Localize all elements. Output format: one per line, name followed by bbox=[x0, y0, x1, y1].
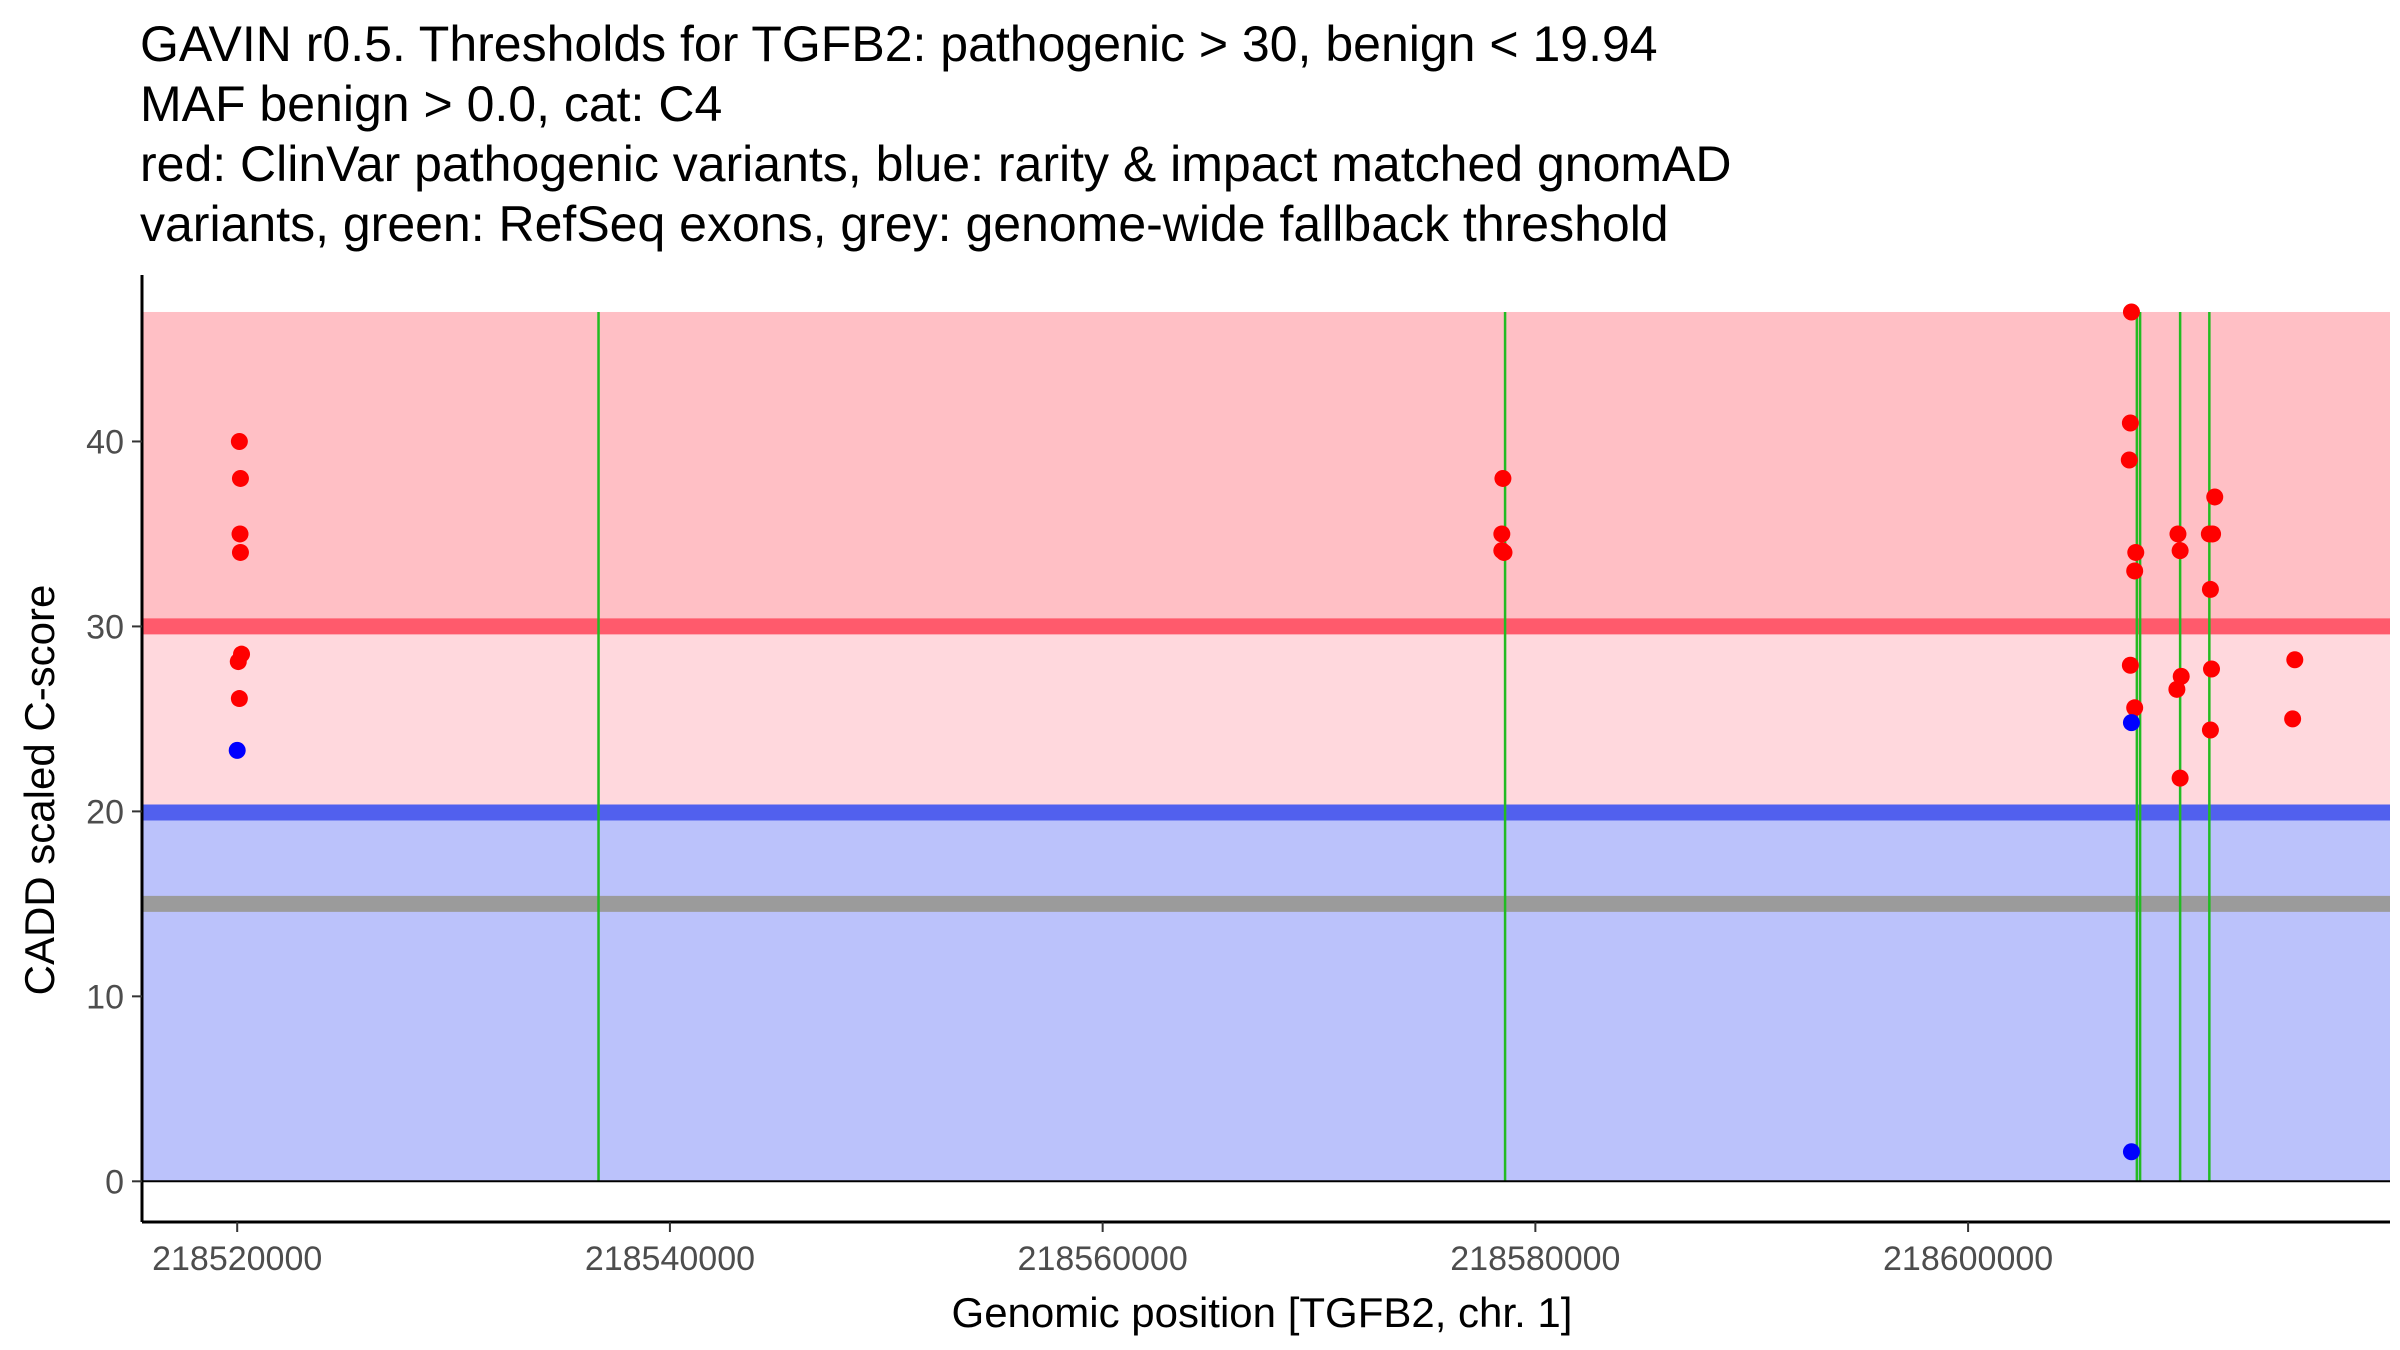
clinvar-point-8 bbox=[1494, 469, 1512, 487]
gnomad-point-2 bbox=[2122, 714, 2140, 732]
y-tick-label-10: 10 bbox=[86, 978, 124, 1016]
axes: 0 10 20 30 40 218520000 218540000 218560000 2185… bbox=[86, 275, 2390, 1278]
x-tick-label-218520000: 218520000 bbox=[152, 1240, 322, 1278]
clinvar-point-7 bbox=[230, 690, 248, 708]
clinvar-point-30 bbox=[2286, 651, 2304, 669]
pathogenic-zone-high bbox=[142, 311, 2390, 627]
clinvar-point-27 bbox=[2201, 580, 2219, 598]
gnomad-point-3 bbox=[2122, 1143, 2140, 1161]
clinvar-point-17 bbox=[2121, 656, 2139, 674]
benign-zone bbox=[142, 812, 2390, 1182]
clinvar-point-24 bbox=[2206, 488, 2224, 506]
clinvar-point-14 bbox=[2120, 451, 2138, 469]
y-tick-label-20: 20 bbox=[86, 793, 124, 831]
clinvar-point-3 bbox=[231, 525, 249, 543]
x-tick-label-218540000: 218540000 bbox=[585, 1240, 755, 1278]
clinvar-point-19 bbox=[2169, 525, 2187, 543]
x-axis-label: Genomic position [TGFB2, chr. 1] bbox=[952, 1289, 1573, 1336]
y-axis-label: CADD scaled C-score bbox=[16, 585, 63, 996]
clinvar-point-21 bbox=[2172, 667, 2190, 685]
y-tick-label-40: 40 bbox=[86, 423, 124, 461]
clinvar-point-23 bbox=[2171, 769, 2189, 787]
x-tick-label-218580000: 218580000 bbox=[1450, 1240, 1620, 1278]
clinvar-point-4 bbox=[231, 543, 249, 561]
x-tick-label-218600000: 218600000 bbox=[1883, 1240, 2053, 1278]
clinvar-point-20 bbox=[2171, 542, 2189, 560]
threshold-zones bbox=[142, 311, 2390, 1182]
title-line-3: red: ClinVar pathogenic variants, blue: … bbox=[140, 136, 1732, 192]
clinvar-point-6 bbox=[229, 653, 247, 671]
title-line-2: MAF benign > 0.0, cat: C4 bbox=[140, 76, 723, 132]
clinvar-point-2 bbox=[231, 469, 249, 487]
clinvar-point-13 bbox=[2121, 414, 2139, 432]
chart-title: GAVIN r0.5. Thresholds for TGFB2: pathog… bbox=[140, 14, 1731, 254]
clinvar-point-12 bbox=[2122, 303, 2140, 321]
clinvar-point-28 bbox=[2203, 660, 2221, 678]
clinvar-point-29 bbox=[2201, 721, 2219, 739]
exon-lines bbox=[597, 311, 2211, 1182]
clinvar-point-16 bbox=[2126, 562, 2144, 580]
clinvar-point-26 bbox=[2204, 525, 2222, 543]
pathogenic-zone-mid bbox=[142, 626, 2390, 813]
title-line-1: GAVIN r0.5. Thresholds for TGFB2: pathog… bbox=[140, 16, 1658, 72]
clinvar-point-22 bbox=[2168, 680, 2186, 698]
threshold-lines bbox=[142, 618, 2390, 912]
clinvar-point-11 bbox=[1495, 543, 1513, 561]
clinvar-point-18 bbox=[2126, 699, 2144, 717]
variant-points bbox=[228, 303, 2304, 1161]
clinvar-point-1 bbox=[230, 432, 248, 450]
clinvar-point-31 bbox=[2284, 710, 2302, 728]
clinvar-point-9 bbox=[1493, 525, 1511, 543]
clinvar-point-15 bbox=[2127, 543, 2145, 561]
y-tick-label-30: 30 bbox=[86, 608, 124, 646]
title-line-4: variants, green: RefSeq exons, grey: gen… bbox=[140, 196, 1669, 252]
y-tick-label-0: 0 bbox=[105, 1163, 124, 1201]
gnomad-point-1 bbox=[228, 741, 246, 759]
x-tick-label-218560000: 218560000 bbox=[1018, 1240, 1188, 1278]
